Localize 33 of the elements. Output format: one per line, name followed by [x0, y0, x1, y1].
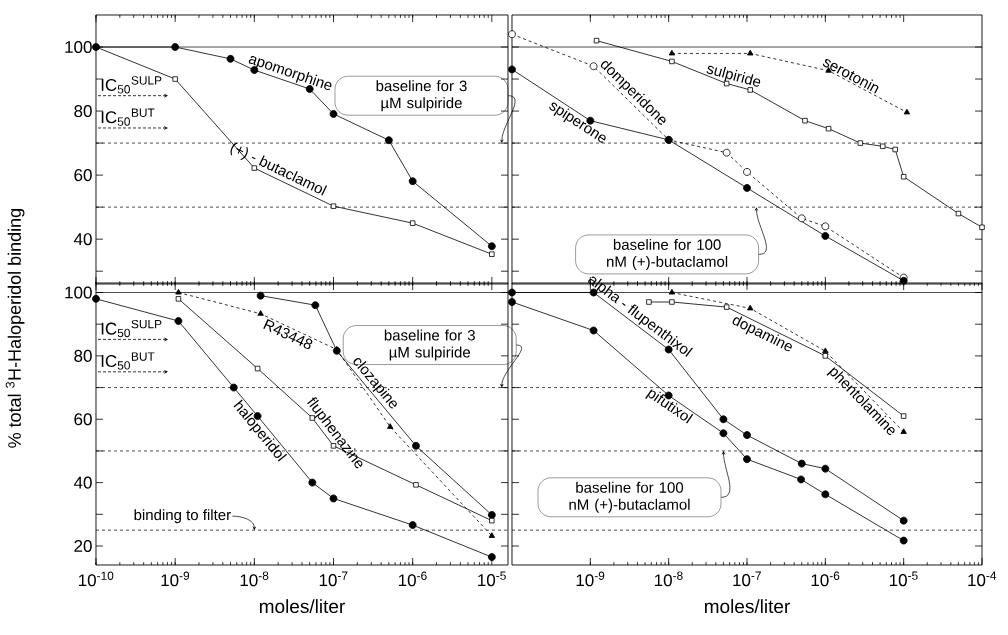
y-axis-title: % total $^{3}$H-Haloperidol binding [5, 209, 25, 448]
annotation: IC$_{50}$BUT [101, 352, 155, 370]
text: sulpiride [706, 65, 761, 87]
y-tick-label: 80 [74, 105, 92, 118]
x-tick-label: 10$^{-7}$ [733, 571, 761, 587]
x-tick-label: 10$^{-6}$ [398, 571, 427, 587]
x-tick-label: 10$^{-8}$ [240, 571, 269, 587]
y-tick-label: 80 [74, 349, 92, 362]
x-tick-label: 10$^{-9}$ [161, 571, 190, 587]
annotation: binding to filter [134, 509, 231, 524]
y-tick-label: 40 [73, 233, 92, 246]
y-tick-label: 60 [74, 413, 92, 426]
y-tick-label: 100 [65, 41, 92, 54]
y-tick-label: 40 [73, 476, 92, 489]
x-tick-label: 10$^{-6}$ [811, 571, 840, 587]
annotation: baseline for 100 nM (+)-butaclamol [607, 238, 728, 270]
x-tick-label: 10$^{-5}$ [889, 571, 918, 587]
annotation: baseline for 3 µM sulpiride [376, 80, 467, 112]
x-tick-label: 10$^{-7}$ [319, 571, 348, 587]
annotation: baseline for 100 nM (+)-butaclamol [569, 481, 690, 513]
x-tick-label: 10$^{-5}$ [478, 571, 506, 587]
y-tick-label: 20 [74, 539, 92, 553]
x-tick-label: 10$^{-4}$ [968, 571, 997, 587]
y-tick-label: 60 [74, 169, 92, 182]
x-tick-label: 10$^{-9}$ [576, 571, 605, 587]
x-axis-title: moles/liter [704, 599, 790, 614]
annotation: IC$_{50}$SULP [101, 76, 162, 94]
x-axis-title: moles/liter [259, 599, 345, 614]
y-tick-label: 100 [65, 286, 92, 299]
annotation: IC$_{50}$SULP [101, 319, 162, 338]
x-tick-label: 10$^{-8}$ [654, 571, 683, 587]
x-tick-label: 10$^{-10}$ [78, 571, 114, 587]
annotation: IC$_{50}$BUT [101, 108, 155, 126]
